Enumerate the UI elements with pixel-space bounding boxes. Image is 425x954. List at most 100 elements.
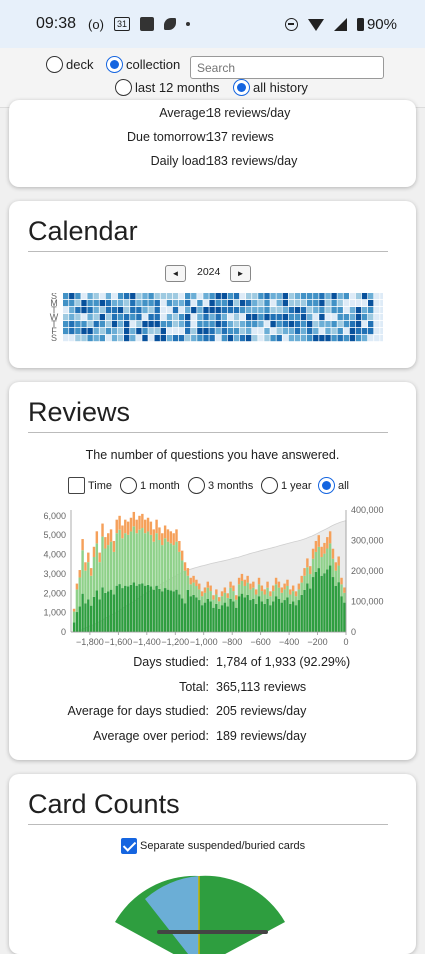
calendar-day-cell[interactable] [191,335,197,342]
calendar-day-cell[interactable] [130,307,136,314]
deck-radio[interactable]: deck [46,56,93,73]
calendar-day-cell[interactable] [166,321,173,328]
calendar-day-cell[interactable] [270,293,276,300]
calendar-day-cell[interactable] [160,328,166,335]
calendar-day-cell[interactable] [69,328,75,335]
calendar-day-cell[interactable] [227,314,234,321]
calendar-day-cell[interactable] [130,335,136,342]
calendar-day-cell[interactable] [203,300,209,307]
calendar-day-cell[interactable] [160,307,166,314]
all-history-radio[interactable]: all history [233,79,308,96]
calendar-day-cell[interactable] [239,321,246,328]
calendar-day-cell[interactable] [282,307,288,314]
calendar-day-cell[interactable] [361,314,368,321]
calendar-day-cell[interactable] [331,335,337,342]
calendar-day-cell[interactable] [178,293,185,300]
calendar-day-cell[interactable] [154,293,160,300]
calendar-day-cell[interactable] [154,328,160,335]
calendar-day-cell[interactable] [148,321,154,328]
calendar-day-cell[interactable] [148,335,154,342]
calendar-day-cell[interactable] [93,300,99,307]
calendar-day-cell[interactable] [380,335,383,342]
calendar-day-cell[interactable] [380,293,383,300]
calendar-day-cell[interactable] [349,300,356,307]
calendar-day-cell[interactable] [93,335,99,342]
calendar-day-cell[interactable] [154,307,160,314]
calendar-day-cell[interactable] [117,321,124,328]
calendar-day-cell[interactable] [130,300,136,307]
calendar-day-cell[interactable] [252,321,258,328]
calendar-day-cell[interactable] [203,307,209,314]
calendar-day-cell[interactable] [81,335,87,342]
range-radio-circle[interactable] [188,477,205,494]
calendar-day-cell[interactable] [361,307,368,314]
calendar-day-cell[interactable] [307,293,313,300]
calendar-day-cell[interactable] [209,314,215,321]
calendar-day-cell[interactable] [246,307,252,314]
calendar-day-cell[interactable] [227,328,234,335]
calendar-day-cell[interactable] [233,307,240,314]
calendar-day-cell[interactable] [75,335,81,342]
calendar-day-cell[interactable] [136,307,142,314]
calendar-day-cell[interactable] [294,335,301,342]
calendar-day-cell[interactable] [331,307,337,314]
calendar-day-cell[interactable] [99,307,105,314]
calendar-day-cell[interactable] [142,335,148,342]
calendar-day-cell[interactable] [209,321,215,328]
calendar-day-cell[interactable] [331,300,337,307]
range-all-radio[interactable]: all [318,477,349,494]
calendar-day-cell[interactable] [252,307,258,314]
collection-radio-circle[interactable] [106,56,123,73]
calendar-day-cell[interactable] [361,293,368,300]
calendar-day-cell[interactable] [246,335,252,342]
range-radio-circle[interactable] [318,477,335,494]
calendar-day-cell[interactable] [374,293,380,300]
calendar-day-cell[interactable] [105,293,112,300]
calendar-day-cell[interactable] [349,321,356,328]
calendar-day-cell[interactable] [380,300,383,307]
calendar-day-cell[interactable] [252,314,258,321]
calendar-day-cell[interactable] [288,307,295,314]
calendar-day-cell[interactable] [75,321,81,328]
calendar-day-cell[interactable] [75,307,81,314]
calendar-day-cell[interactable] [282,300,288,307]
calendar-day-cell[interactable] [337,314,343,321]
calendar-day-cell[interactable] [233,293,240,300]
calendar-day-cell[interactable] [349,335,356,342]
calendar-day-cell[interactable] [105,300,112,307]
calendar-day-cell[interactable] [63,300,69,307]
calendar-day-cell[interactable] [93,293,99,300]
separate-suspended-checkbox[interactable]: Separate suspended/buried cards [121,838,305,854]
calendar-day-cell[interactable] [374,321,380,328]
calendar-day-cell[interactable] [331,293,337,300]
calendar-day-cell[interactable] [117,314,124,321]
calendar-day-cell[interactable] [87,335,93,342]
calendar-day-cell[interactable] [111,321,118,328]
calendar-day-cell[interactable] [69,314,75,321]
calendar-day-cell[interactable] [368,314,374,321]
calendar-day-cell[interactable] [75,328,81,335]
calendar-day-cell[interactable] [142,314,148,321]
calendar-day-cell[interactable] [227,293,234,300]
all-history-radio-circle[interactable] [233,79,250,96]
calendar-day-cell[interactable] [130,328,136,335]
calendar-day-cell[interactable] [300,293,307,300]
calendar-day-cell[interactable] [172,307,179,314]
calendar-day-cell[interactable] [374,328,380,335]
calendar-day-cell[interactable] [337,321,343,328]
calendar-day-cell[interactable] [185,300,191,307]
calendar-day-cell[interactable] [191,321,197,328]
calendar-day-cell[interactable] [288,321,295,328]
calendar-day-cell[interactable] [191,314,197,321]
calendar-day-cell[interactable] [313,321,319,328]
calendar-day-cell[interactable] [111,328,118,335]
calendar-day-cell[interactable] [81,321,87,328]
calendar-day-cell[interactable] [319,314,325,321]
calendar-day-cell[interactable] [276,307,282,314]
calendar-day-cell[interactable] [380,307,383,314]
calendar-day-cell[interactable] [276,293,282,300]
calendar-day-cell[interactable] [136,328,142,335]
calendar-day-cell[interactable] [63,328,69,335]
calendar-day-cell[interactable] [215,314,221,321]
calendar-day-cell[interactable] [270,328,276,335]
